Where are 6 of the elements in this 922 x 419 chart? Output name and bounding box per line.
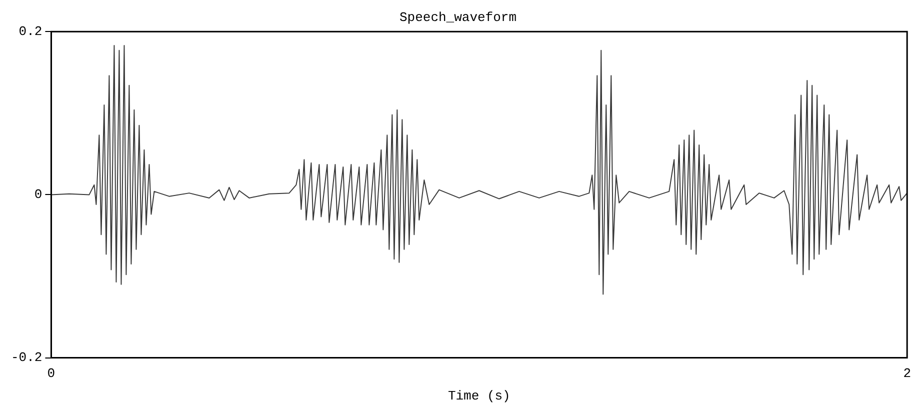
y-tick-label: -0.2 (10, 350, 42, 366)
x-tick-label: 2 (903, 366, 912, 382)
y-tick-label: 0.2 (18, 24, 42, 40)
x-axis-title: Time (s) (448, 388, 510, 404)
y-tick-label: 0 (34, 187, 42, 202)
chart-title: Speech_waveform (399, 10, 517, 26)
